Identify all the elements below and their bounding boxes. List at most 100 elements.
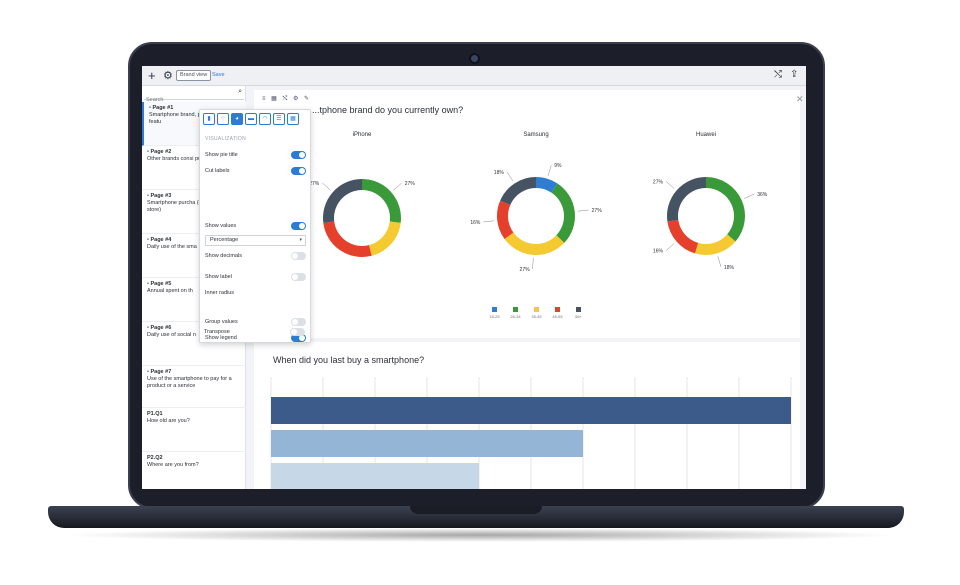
sidebar-item-page-5[interactable]: Page #5 Annual spent on th [142,278,246,322]
row-label: Group values [205,319,238,325]
sidebar-item-page-2[interactable]: Page #2 Other brands consi purchase [142,146,246,190]
page-title: Page #3 [147,193,241,200]
page-description: Daily use of the sma [147,244,197,250]
legend-label: 26-34 [510,314,521,319]
gauge-chart-icon[interactable]: ◠ [259,113,271,125]
page-title: Page #1 [149,105,241,112]
pie-slice [695,234,736,255]
pie-slice [368,221,401,256]
shuffle-icon[interactable]: ⤭ [774,69,782,80]
show-decimals-row: Show decimals [205,251,309,261]
row-label: Inner radius [205,290,235,296]
sidebar-item-page-4[interactable]: Page #4 Daily use of the sma [142,234,246,278]
label-leader [532,257,534,269]
laptop-notch [410,506,542,514]
gear-icon[interactable]: ⚙ [163,70,173,82]
sidebar-item-page-6[interactable]: Page #6 Daily use of social n [142,322,246,366]
cut-labels-row: Cut labels [205,166,309,176]
share-icon[interactable]: ⇪ [790,69,799,80]
slice-label: 16% [470,220,481,226]
label-leader [665,181,675,189]
legend-label: 18-25 [489,314,500,319]
slice-label: 36% [757,192,768,198]
main-content: ≡ ▦ ⤭ ⚙ ✎ ✕ ...tphone brand do you curre… [246,86,806,489]
donut-charts: iPhone 27% 27% Samsung 9% 27% 27% 16% 18% Huawei 3… [309,132,768,319]
chevron-down-icon: ▾ [299,237,302,243]
slice-label: 16% [653,249,664,255]
show-pie-title-toggle[interactable] [291,151,306,159]
add-icon[interactable]: + [148,68,156,83]
list-chart-icon[interactable]: ☰ [273,113,285,125]
page-description: Use of the smartphone to pay for a produ… [147,376,232,389]
label-leader [717,256,722,267]
page-title: P1.Q1 [147,411,163,417]
label-leader [547,165,552,176]
pie-slice [705,177,745,242]
sidebar-item-p2-q2[interactable]: P2.Q2 Where are you from? [142,452,246,489]
show-legend-toggle[interactable] [291,334,306,342]
legend-swatch [576,307,581,312]
close-icon[interactable]: ✕ [796,94,804,104]
brand-view-button[interactable]: Brand view [176,70,212,81]
scatter-chart-icon[interactable]: ⁘ [217,113,229,125]
label-leader [665,243,675,251]
show-values-toggle[interactable] [291,222,306,230]
pie-slice [497,200,514,240]
search-icon[interactable]: ⌕ [238,88,242,95]
show-values-row: Show values [205,221,309,231]
page-title: Page #6 [147,325,241,332]
pie-slice [361,179,401,223]
legend-swatch [555,307,560,312]
sidebar-item-p1-q1[interactable]: P1.Q1 How old are you? [142,408,246,452]
app-screen: + ⚙ Brand view Save ⤭ ⇪ ⌕ Page #1 Smartp… [142,66,806,489]
pie-slice [500,177,537,206]
page-description: Where are you from? [147,462,199,468]
page-title: P2.Q2 [147,455,163,461]
group-values-toggle[interactable] [291,318,306,326]
save-button[interactable]: Save [212,72,225,78]
pie-slice [535,177,558,193]
sidebar-item-page-3[interactable]: Page #3 Smartphone purcha (online or in-… [142,190,246,234]
slice-label: 27% [405,181,416,187]
search-input[interactable] [144,94,224,106]
row-label: Cut labels [205,168,230,174]
bar-chart-icon[interactable]: ▮ [203,113,215,125]
card-toolbar[interactable]: ≡ ▦ ⤭ ⚙ ✎ [262,96,312,102]
inner-radius-row: Inner radius [205,288,309,298]
pie-slice [504,232,565,255]
section-label: VISUALIZATION [205,136,247,142]
row-label: Show legend [205,335,237,341]
pie-title: iPhone [353,132,372,138]
bar [271,430,583,457]
pie-slice [667,219,699,254]
slice-label: 18% [724,265,735,271]
row-label: Show decimals [205,253,242,259]
pie-slice [551,183,575,243]
page-description: How old are you? [147,418,190,424]
table-chart-icon[interactable]: ▦ [287,113,299,125]
card-chart-icon[interactable]: ▬ [245,113,257,125]
question-title: When did you last buy a smartphone? [273,355,425,365]
pie-title: Samsung [523,132,548,138]
page-title: Page #5 [147,281,241,288]
legend-label: 46-55 [552,314,563,319]
question-title: ...tphone brand do you currently own? [312,105,464,115]
slice-label: 27% [309,181,320,187]
pie-slice [667,177,707,222]
show-decimals-toggle[interactable] [291,252,306,260]
pie-chart-icon[interactable]: ◕ [231,113,243,125]
cut-labels-toggle[interactable] [291,167,306,175]
show-pie-title-row: Show pie title [205,150,309,160]
legend-label: 56+ [575,314,582,319]
sidebar-item-page-7[interactable]: Page #7 Use of the smartphone to pay for… [142,366,246,408]
value-format-select[interactable]: Percentage ▾ [205,235,306,246]
page-title: Page #2 [147,149,241,156]
transpose-toggle[interactable] [290,328,305,336]
pie-slice [323,221,372,257]
show-label-toggle[interactable] [291,273,306,281]
bar [271,397,791,424]
pie-title: Huawei [696,132,716,138]
row-label: Show values [205,223,237,229]
legend-swatch [534,307,539,312]
